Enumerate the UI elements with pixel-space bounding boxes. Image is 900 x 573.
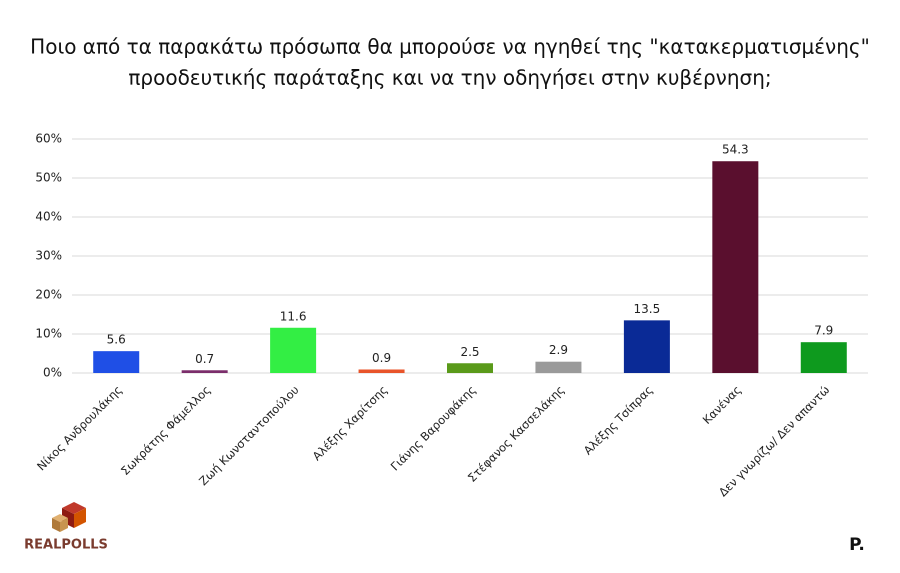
y-tick-label: 60%: [35, 132, 62, 146]
bar: [712, 161, 759, 373]
x-tick-label: Ζωή Κωνσταντοπούλου: [196, 383, 302, 489]
value-label: 0.9: [372, 351, 391, 365]
y-tick-label: 50%: [35, 171, 62, 185]
logo-text: REALPOLLS: [24, 538, 108, 553]
value-label: 7.9: [814, 324, 833, 338]
bar: [535, 361, 582, 373]
bar: [93, 351, 140, 373]
bar: [623, 320, 670, 373]
bar: [800, 342, 847, 373]
value-label: 2.9: [549, 343, 568, 357]
x-tick-label: Αλέξης Τσίπρας: [581, 383, 656, 458]
value-label: 13.5: [634, 302, 661, 316]
y-tick-label: 30%: [35, 249, 62, 263]
y-tick-label: 0%: [43, 366, 62, 380]
bar: [447, 363, 493, 373]
x-tick-label: Νίκος Ανδρουλάκης: [34, 383, 125, 474]
y-tick-label: 20%: [35, 288, 62, 302]
value-label: 0.7: [195, 352, 214, 366]
bar: [358, 369, 405, 373]
chart-title-line: Ποιο από τα παρακάτω πρόσωπα θα μπορούσε…: [30, 35, 870, 59]
value-label: 11.6: [280, 309, 307, 323]
value-label: 54.3: [722, 143, 749, 157]
logo-icon: [52, 502, 86, 532]
x-tick-label: Κανένας: [700, 383, 744, 427]
value-label: 2.5: [460, 345, 479, 359]
x-tick-label: Γιάνης Βαρουφάκης: [388, 383, 479, 474]
x-tick-label: Σωκράτης Φάμελλος: [118, 383, 213, 478]
value-label: 5.6: [107, 333, 126, 347]
chart-title-line: προοδευτικής παράταξης και να την οδηγήσ…: [128, 66, 771, 90]
x-tick-label: Στέφανος Κασσελάκης: [465, 383, 567, 485]
y-tick-label: 10%: [35, 327, 62, 341]
bar: [181, 370, 228, 373]
bar: [270, 327, 317, 373]
x-tick-label: Αλέξης Χαρίτσης: [310, 383, 391, 464]
y-tick-label: 40%: [35, 210, 62, 224]
brand-mark: P.: [849, 535, 865, 555]
